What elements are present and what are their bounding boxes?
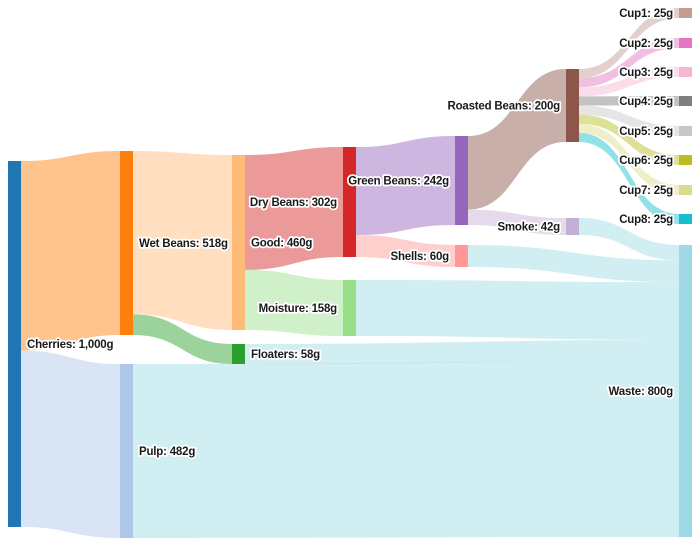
link-roasted_beans-cup2[interactable]	[579, 38, 679, 88]
link-roasted_beans-cup4[interactable]	[579, 96, 679, 106]
label-waste: Waste: 800g	[609, 386, 674, 398]
link-floaters-waste[interactable]	[245, 339, 679, 364]
link-good-moisture[interactable]	[245, 269, 343, 336]
node-roasted_beans[interactable]	[566, 69, 579, 142]
label-cup1: Cup1: 25g	[619, 8, 673, 20]
node-cherries[interactable]	[8, 161, 21, 527]
node-cup6[interactable]	[679, 155, 692, 165]
label-cup3: Cup3: 25g	[619, 67, 673, 79]
node-green_beans[interactable]	[455, 136, 468, 225]
node-floaters[interactable]	[232, 344, 245, 364]
node-smoke[interactable]	[566, 218, 579, 235]
label-shells: Shells: 60g	[390, 251, 449, 263]
node-pulp[interactable]	[120, 364, 133, 538]
node-cup3[interactable]	[679, 67, 692, 77]
label-cup2: Cup2: 25g	[619, 38, 673, 50]
node-cup7[interactable]	[679, 185, 692, 195]
label-good: Good: 460g	[251, 238, 312, 250]
label-cup5: Cup5: 25g	[619, 126, 673, 138]
label-cup8: Cup8: 25g	[619, 214, 673, 226]
label-floaters: Floaters: 58g	[251, 349, 320, 361]
link-roasted_beans-cup8[interactable]	[579, 132, 679, 224]
label-cup6: Cup6: 25g	[619, 155, 673, 167]
label-cherries: Cherries: 1,000g	[27, 339, 113, 351]
link-dry_beans-green_beans[interactable]	[356, 136, 455, 236]
link-wet_beans-floaters[interactable]	[133, 314, 232, 364]
node-cup2[interactable]	[679, 38, 692, 48]
link-roasted_beans-cup7[interactable]	[579, 123, 679, 195]
node-dry_beans[interactable]	[343, 147, 356, 257]
label-dry_beans: Dry Beans: 302g	[250, 197, 337, 209]
link-green_beans-roasted_beans[interactable]	[468, 69, 566, 210]
link-wet_beans-good[interactable]	[133, 151, 232, 330]
node-cup4[interactable]	[679, 96, 692, 106]
node-moisture[interactable]	[343, 280, 356, 336]
node-shells[interactable]	[455, 245, 468, 267]
link-pulp-waste[interactable]	[133, 361, 679, 538]
node-cup8[interactable]	[679, 214, 692, 224]
link-green_beans-smoke[interactable]	[468, 209, 566, 235]
link-dry_beans-shells[interactable]	[356, 235, 455, 267]
link-good-dry_beans[interactable]	[245, 147, 343, 270]
link-moisture-waste[interactable]	[356, 280, 679, 340]
flow-links-layer	[21, 8, 679, 538]
label-moisture: Moisture: 158g	[259, 303, 338, 315]
link-shells-waste[interactable]	[468, 245, 679, 283]
node-good[interactable]	[232, 155, 245, 330]
label-wet_beans: Wet Beans: 518g	[139, 238, 228, 250]
node-labels-layer: Cherries: 1,000g Wet Beans: 518g Pulp: 482…	[25, 6, 675, 459]
label-roasted_beans: Roasted Beans: 200g	[447, 101, 560, 113]
link-roasted_beans-cup6[interactable]	[579, 114, 679, 165]
link-smoke-waste[interactable]	[579, 218, 679, 261]
label-pulp: Pulp: 482g	[139, 446, 195, 458]
node-cup1[interactable]	[679, 8, 692, 18]
link-roasted_beans-cup5[interactable]	[579, 105, 679, 137]
node-waste[interactable]	[679, 245, 692, 537]
label-green_beans: Green Beans: 242g	[348, 176, 449, 188]
link-roasted_beans-cup3[interactable]	[579, 67, 679, 97]
link-roasted_beans-cup1[interactable]	[579, 8, 679, 79]
label-smoke: Smoke: 42g	[497, 222, 560, 234]
label-cup7: Cup7: 25g	[619, 185, 673, 197]
label-cup4: Cup4: 25g	[619, 96, 673, 108]
flow-nodes-layer	[8, 8, 692, 538]
node-cup5[interactable]	[679, 126, 692, 136]
node-wet_beans[interactable]	[120, 151, 133, 335]
link-cherries-wet_beans[interactable]	[21, 151, 120, 351]
link-cherries-pulp[interactable]	[21, 350, 120, 538]
